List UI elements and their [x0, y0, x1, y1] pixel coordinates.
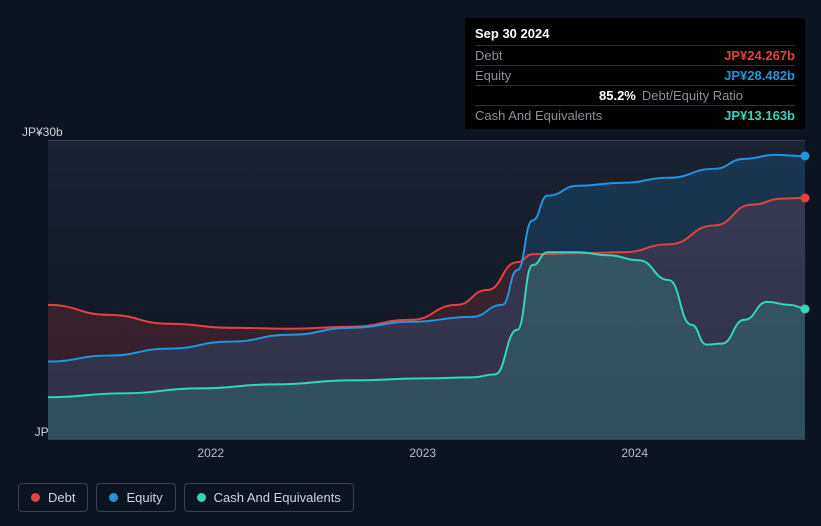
legend-dot-icon [109, 493, 118, 502]
legend-item-equity[interactable]: Equity [96, 483, 175, 512]
legend-label: Cash And Equivalents [214, 490, 341, 505]
tooltip-label: Cash And Equivalents [475, 108, 602, 123]
tooltip-ratio-pct: 85.2% [599, 88, 636, 103]
legend-item-cash[interactable]: Cash And Equivalents [184, 483, 354, 512]
tooltip-ratio-label: Debt/Equity Ratio [642, 88, 743, 103]
tooltip-label: Equity [475, 68, 511, 83]
tooltip-row-ratio: 85.2% Debt/Equity Ratio [475, 85, 795, 105]
tooltip-row-cash: Cash And Equivalents JP¥13.163b [475, 105, 795, 125]
y-axis-tick-top: JP¥30b [22, 125, 62, 139]
end-marker-equity [801, 152, 810, 161]
tooltip-value: JP¥24.267b [724, 48, 795, 63]
end-marker-debt [801, 194, 810, 203]
tooltip-label: Debt [475, 48, 502, 63]
x-axis-tick: 2022 [197, 446, 224, 460]
chart-tooltip: Sep 30 2024 Debt JP¥24.267b Equity JP¥28… [465, 18, 805, 129]
legend-label: Equity [126, 490, 162, 505]
legend-dot-icon [31, 493, 40, 502]
tooltip-value: JP¥28.482b [724, 68, 795, 83]
tooltip-row-debt: Debt JP¥24.267b [475, 45, 795, 65]
tooltip-value: JP¥13.163b [724, 108, 795, 123]
x-axis-tick: 2024 [621, 446, 648, 460]
chart-container: Sep 30 2024 Debt JP¥24.267b Equity JP¥28… [0, 0, 821, 526]
chart-legend: Debt Equity Cash And Equivalents [18, 483, 354, 512]
legend-label: Debt [48, 490, 75, 505]
chart-plot-area[interactable] [48, 140, 805, 440]
tooltip-row-equity: Equity JP¥28.482b [475, 65, 795, 85]
x-axis-tick: 2023 [409, 446, 436, 460]
legend-item-debt[interactable]: Debt [18, 483, 88, 512]
tooltip-date: Sep 30 2024 [475, 24, 795, 45]
end-marker-cash [801, 305, 810, 314]
chart-svg [48, 141, 805, 439]
legend-dot-icon [197, 493, 206, 502]
